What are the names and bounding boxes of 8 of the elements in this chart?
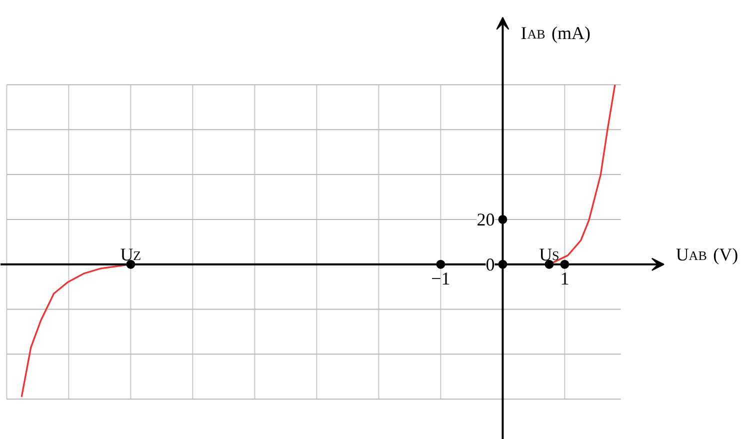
x-axis-title: UAB (V) — [676, 244, 738, 264]
annotation: UZ — [120, 244, 142, 264]
x-tick-label: −1 — [431, 268, 450, 288]
annotation: US — [539, 244, 560, 264]
y-axis-title: IAB (mA) — [520, 22, 590, 43]
y-tick-label: 0 — [486, 254, 495, 274]
y-tick-label: 20 — [476, 209, 495, 230]
x-tick-label: 1 — [560, 268, 570, 288]
